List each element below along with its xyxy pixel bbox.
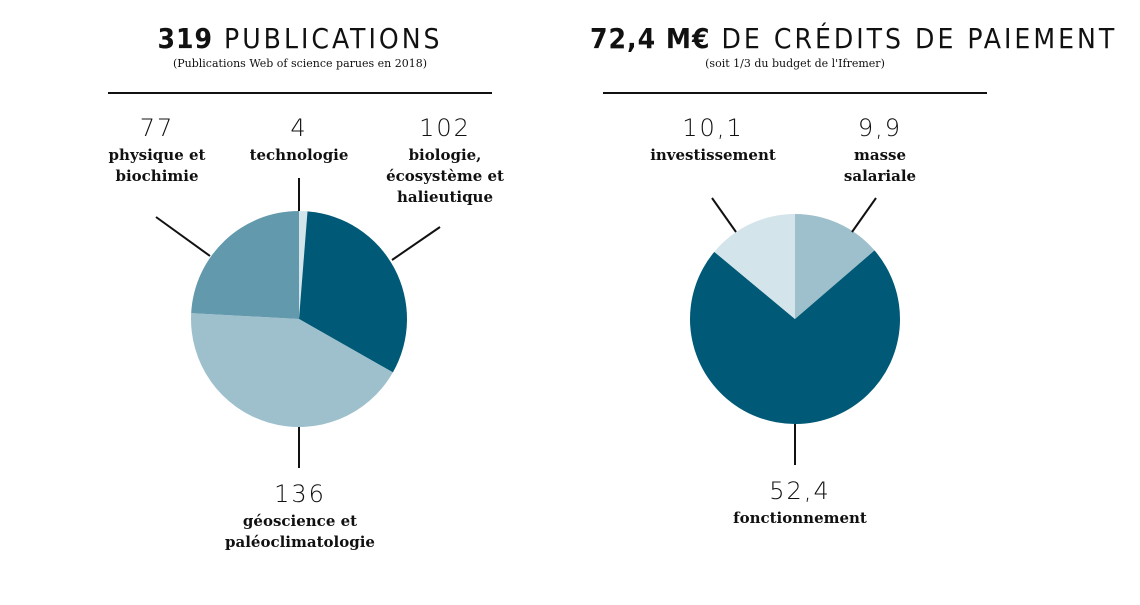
budget-title-text: DE CRÉDITS DE PAIEMENT	[721, 22, 1118, 55]
pie-0-label-2-0: géoscience et	[243, 512, 357, 530]
pie-1-value-0: 9,9	[858, 114, 902, 142]
pie-0-label-1-2: halieutique	[397, 188, 493, 206]
budget-divider	[603, 92, 987, 94]
pie-0-label-3-0: physique et	[109, 146, 206, 164]
publications-divider	[108, 92, 492, 94]
budget-panel: 72,4 M€ DE CRÉDITS DE PAIEMENT (soit 1/3…	[590, 0, 1114, 605]
pie-0-value-0: 4	[290, 114, 307, 142]
pie-1-label-2-0: investissement	[650, 146, 776, 164]
pie-0-label-1-0: biologie,	[409, 146, 482, 164]
publications-title: 319 PUBLICATIONS	[100, 22, 500, 55]
pie-0-value-3: 77	[140, 114, 175, 142]
pie-1-label-1-0: fonctionnement	[733, 509, 867, 527]
pie-0-slice-1	[299, 211, 407, 373]
pie-0-slice-2	[190, 313, 393, 428]
pie-1-value-1: 52,4	[769, 477, 830, 505]
pie-0-label-3-1: biochimie	[115, 167, 198, 185]
publications-title-text: PUBLICATIONS	[224, 22, 443, 55]
pie-1-slice-2	[714, 214, 795, 319]
pie-1-slice-1	[690, 250, 900, 424]
pie-0-leader-3	[155, 216, 211, 257]
budget-title: 72,4 M€ DE CRÉDITS DE PAIEMENT	[590, 22, 1114, 55]
publications-count: 319	[157, 22, 214, 55]
budget-amount: 72,4 M€	[590, 22, 711, 55]
pie-0-slice-0	[299, 211, 308, 319]
pie-0-value-2: 136	[274, 480, 326, 508]
pie-0-slice-3	[191, 211, 299, 319]
budget-subtitle: (soit 1/3 du budget de l'Ifremer)	[705, 57, 885, 70]
pie-1-leader-2	[711, 197, 737, 233]
pie-1-leader-0	[851, 197, 877, 233]
pie-1-value-2: 10,1	[682, 114, 743, 142]
publications-panel: 319 PUBLICATIONS (Publications Web of sc…	[100, 0, 500, 605]
pie-0-label-2-1: paléoclimatologie	[225, 533, 375, 551]
pie-0-label-1-1: écosystème et	[386, 167, 504, 185]
pie-1-slice-0	[795, 214, 875, 319]
pie-1-label-0-1: salariale	[844, 167, 916, 185]
pie-0-value-1: 102	[419, 114, 471, 142]
pie-1-label-0-0: masse	[854, 146, 906, 164]
pie-0-leader-1	[391, 226, 441, 261]
publications-subtitle: (Publications Web of science parues en 2…	[172, 57, 428, 70]
pie-0-label-0-0: technologie	[250, 146, 349, 164]
